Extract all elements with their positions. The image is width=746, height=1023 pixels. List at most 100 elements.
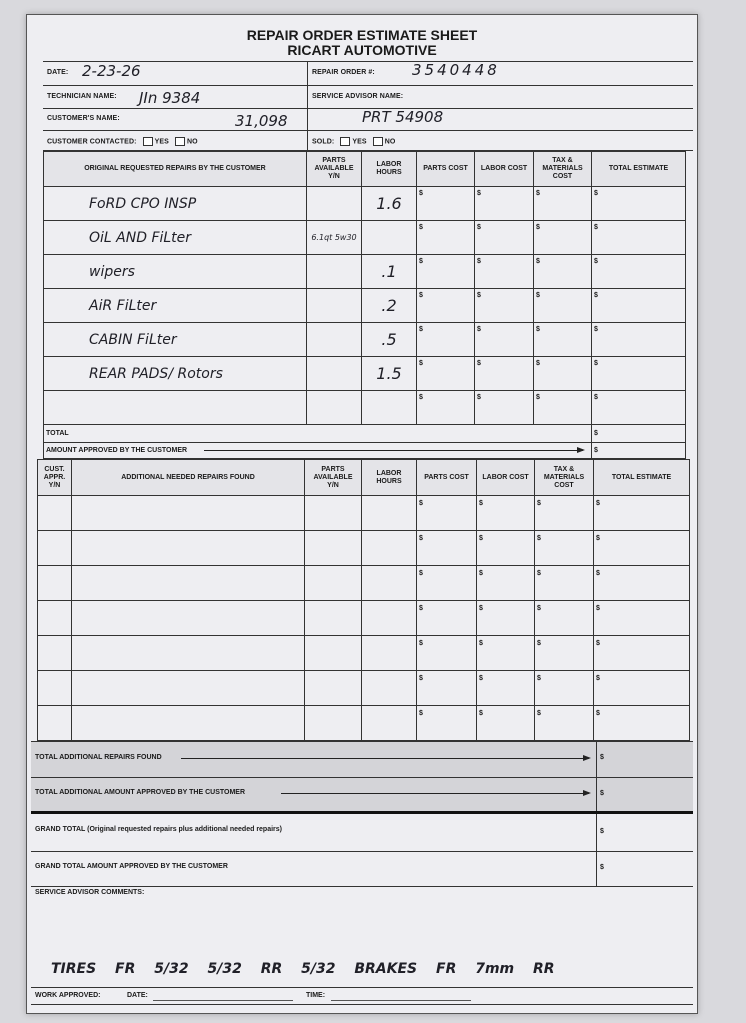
- labor-cost[interactable]: $: [476, 530, 535, 566]
- repair-order-field[interactable]: 3540448: [412, 61, 500, 79]
- labor-cost[interactable]: $: [476, 670, 535, 706]
- total-additional-approved-value[interactable]: $: [596, 778, 604, 812]
- tax-materials-cost[interactable]: $: [534, 530, 594, 566]
- repair-description[interactable]: wipers: [43, 254, 307, 289]
- amount-approved-value[interactable]: $: [591, 442, 686, 459]
- parts-available[interactable]: [306, 322, 362, 357]
- labor-hours[interactable]: [361, 635, 417, 671]
- cust-approved[interactable]: [37, 705, 72, 741]
- parts-available[interactable]: [306, 254, 362, 289]
- tax-materials-cost[interactable]: $: [533, 390, 592, 425]
- total-estimate[interactable]: $: [591, 390, 686, 425]
- parts-cost[interactable]: $: [416, 186, 475, 221]
- parts-cost[interactable]: $: [416, 495, 477, 531]
- parts-available[interactable]: [306, 356, 362, 391]
- contacted-yes-checkbox[interactable]: [142, 137, 153, 146]
- labor-cost[interactable]: $: [474, 186, 534, 221]
- labor-cost[interactable]: $: [474, 322, 534, 357]
- labor-cost[interactable]: $: [474, 288, 534, 323]
- repair-description[interactable]: [43, 390, 307, 425]
- additional-repair[interactable]: [71, 600, 305, 636]
- parts-cost[interactable]: $: [416, 635, 477, 671]
- total-estimate[interactable]: $: [593, 600, 690, 636]
- additional-repair[interactable]: [71, 565, 305, 601]
- parts-available[interactable]: [304, 495, 362, 531]
- additional-repair[interactable]: [71, 705, 305, 741]
- grand-total-approved-value[interactable]: $: [596, 852, 604, 887]
- tax-materials-cost[interactable]: $: [534, 670, 594, 706]
- sold-yes-checkbox[interactable]: [340, 137, 351, 146]
- total-estimate[interactable]: $: [591, 356, 686, 391]
- comments-field[interactable]: TIRES FR 5/32 5/32 RR 5/32 BRAKES FR 7mm…: [51, 961, 555, 977]
- additional-repair[interactable]: [71, 635, 305, 671]
- total-estimate[interactable]: $: [591, 220, 686, 255]
- total-estimate[interactable]: $: [593, 635, 690, 671]
- grand-total-value[interactable]: $: [596, 814, 604, 851]
- date-field[interactable]: 2-23-26: [82, 62, 141, 80]
- technician-field[interactable]: JIn 9384: [139, 89, 201, 107]
- total-additional-value[interactable]: $: [596, 742, 604, 778]
- total-estimate[interactable]: $: [593, 495, 690, 531]
- repair-description[interactable]: CABIN FiLter: [43, 322, 307, 357]
- repair-description[interactable]: FoRD CPO INSP: [43, 186, 307, 221]
- parts-cost[interactable]: $: [416, 530, 477, 566]
- tax-materials-cost[interactable]: $: [534, 635, 594, 671]
- cust-approved[interactable]: [37, 670, 72, 706]
- cust-approved[interactable]: [37, 635, 72, 671]
- tax-materials-cost[interactable]: $: [533, 356, 592, 391]
- labor-cost[interactable]: $: [474, 356, 534, 391]
- tax-materials-cost[interactable]: $: [534, 565, 594, 601]
- contacted-no-checkbox[interactable]: [174, 137, 185, 146]
- cust-approved[interactable]: [37, 600, 72, 636]
- labor-cost[interactable]: $: [476, 495, 535, 531]
- labor-hours[interactable]: 1.6: [361, 186, 417, 221]
- labor-cost[interactable]: $: [474, 390, 534, 425]
- labor-cost[interactable]: $: [476, 705, 535, 741]
- total-estimate[interactable]: $: [591, 254, 686, 289]
- parts-cost[interactable]: $: [416, 322, 475, 357]
- customer-name-field[interactable]: 31,098: [235, 112, 288, 130]
- parts-available[interactable]: [304, 670, 362, 706]
- labor-hours[interactable]: [361, 390, 417, 425]
- repair-description[interactable]: REAR PADS/ Rotors: [43, 356, 307, 391]
- total-estimate[interactable]: $: [591, 322, 686, 357]
- total-estimate[interactable]: $: [591, 288, 686, 323]
- total-value[interactable]: $: [591, 424, 686, 443]
- labor-hours[interactable]: [361, 495, 417, 531]
- sold-no-checkbox[interactable]: [372, 137, 383, 146]
- parts-cost[interactable]: $: [416, 565, 477, 601]
- labor-hours[interactable]: [361, 220, 417, 255]
- parts-available[interactable]: [304, 600, 362, 636]
- parts-available[interactable]: 6.1qt 5w30: [306, 220, 362, 255]
- work-approved-time-line[interactable]: [331, 1000, 471, 1001]
- tax-materials-cost[interactable]: $: [533, 288, 592, 323]
- parts-cost[interactable]: $: [416, 600, 477, 636]
- labor-hours[interactable]: .1: [361, 254, 417, 289]
- labor-hours[interactable]: [361, 600, 417, 636]
- tax-materials-cost[interactable]: $: [533, 322, 592, 357]
- total-estimate[interactable]: $: [593, 565, 690, 601]
- labor-hours[interactable]: [361, 670, 417, 706]
- parts-cost[interactable]: $: [416, 356, 475, 391]
- tax-materials-cost[interactable]: $: [533, 186, 592, 221]
- parts-available[interactable]: [306, 186, 362, 221]
- parts-available[interactable]: [306, 288, 362, 323]
- total-estimate[interactable]: $: [593, 670, 690, 706]
- parts-available[interactable]: [304, 635, 362, 671]
- parts-cost[interactable]: $: [416, 254, 475, 289]
- total-estimate[interactable]: $: [591, 186, 686, 221]
- total-estimate[interactable]: $: [593, 530, 690, 566]
- service-advisor-field[interactable]: PRT 54908: [362, 108, 444, 126]
- labor-cost[interactable]: $: [476, 600, 535, 636]
- cust-approved[interactable]: [37, 565, 72, 601]
- additional-repair[interactable]: [71, 530, 305, 566]
- parts-available[interactable]: [304, 530, 362, 566]
- parts-cost[interactable]: $: [416, 705, 477, 741]
- repair-description[interactable]: AiR FiLter: [43, 288, 307, 323]
- parts-cost[interactable]: $: [416, 670, 477, 706]
- parts-available[interactable]: [306, 390, 362, 425]
- parts-cost[interactable]: $: [416, 390, 475, 425]
- cust-approved[interactable]: [37, 495, 72, 531]
- additional-repair[interactable]: [71, 495, 305, 531]
- tax-materials-cost[interactable]: $: [534, 495, 594, 531]
